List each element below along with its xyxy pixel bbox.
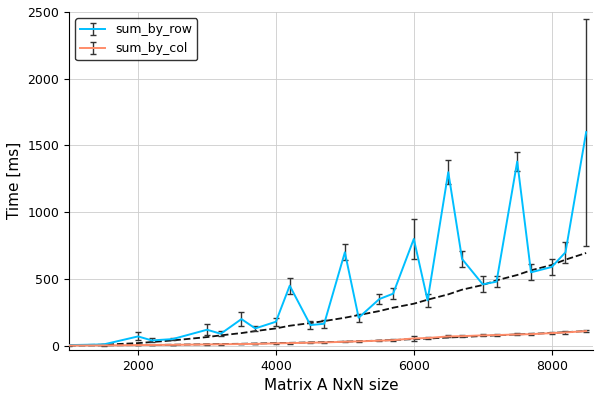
Legend: sum_by_row, sum_by_col: sum_by_row, sum_by_col [76,18,197,60]
X-axis label: Matrix A NxN size: Matrix A NxN size [264,378,398,393]
Y-axis label: Time [ms]: Time [ms] [7,142,22,220]
